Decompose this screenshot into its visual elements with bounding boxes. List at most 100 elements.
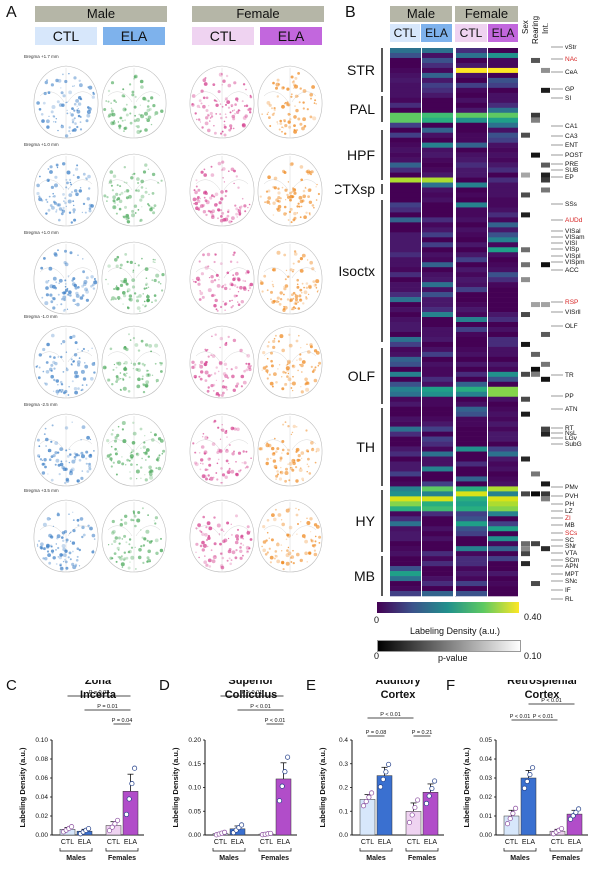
region-label-ctxsp: CTXsp: [335, 181, 375, 197]
heatmap-cell: [455, 82, 487, 89]
heatmap-cell: [422, 506, 453, 512]
heatmap-cell: [455, 147, 487, 153]
heatmap-cell: [455, 152, 487, 158]
brain-slice: [257, 499, 323, 573]
subregion-label: SI: [565, 95, 571, 102]
heatmap-cell: [390, 561, 421, 567]
subregion-label: VISp: [565, 246, 579, 253]
chart-title: Auditory: [375, 680, 421, 687]
heatmap-cell: [390, 112, 421, 119]
heatmap-cell: [455, 406, 487, 412]
brain-slice: [189, 413, 255, 487]
heatmap-cell: [488, 212, 518, 218]
heatmap-cell: [455, 192, 487, 198]
heatmap-cell: [390, 48, 421, 54]
heatmap-cell: [422, 82, 453, 89]
panel-b-group-male-ctl: CTL: [390, 24, 420, 44]
heatmap-cell: [390, 471, 421, 477]
y-tick-label: 0.10: [35, 737, 48, 744]
heatmap-cell: [390, 102, 421, 109]
heatmap-cell: [488, 431, 518, 437]
heatmap-cell: [488, 237, 518, 243]
subregion-label: PH: [565, 501, 574, 508]
chart-title: Colliculus: [225, 689, 278, 701]
data-point: [386, 761, 392, 767]
heatmap-cell: [422, 77, 453, 84]
heatmap-cell: [422, 242, 453, 248]
heatmap-cell: [455, 87, 487, 94]
heatmap-cell: [455, 516, 487, 522]
p-value-label: P = 0.21: [412, 730, 433, 736]
heatmap-cell: [488, 52, 518, 59]
chart-letter: D: [159, 680, 170, 694]
p-value-label: P < 0.01: [250, 704, 271, 710]
heatmap-cell: [390, 117, 421, 124]
heatmap-cell: [455, 232, 487, 238]
y-tick-label: 0.20: [188, 737, 201, 744]
heatmap-cell: [488, 207, 518, 213]
heatmap-cell: [488, 282, 518, 288]
heatmap-cell: [390, 346, 421, 353]
colorbar-min: 0: [374, 615, 380, 625]
heatmap-cell: [488, 581, 518, 587]
heatmap-cell: [390, 57, 421, 64]
heatmap-cell: [390, 506, 421, 512]
heatmap-cell: [455, 446, 487, 452]
heatmap-cell: [455, 72, 487, 79]
bregma-label: Bregma +1.0 mm: [24, 230, 59, 235]
y-tick-label: 0.00: [35, 832, 48, 839]
heatmap-cell: [422, 501, 453, 507]
heatmap-cell: [488, 192, 518, 198]
heatmap-cell: [422, 556, 453, 562]
heatmap-cell: [422, 411, 453, 417]
heatmap-cell: [455, 67, 487, 74]
panel-a-letter: A: [6, 4, 17, 21]
heatmap-cell: [488, 371, 518, 378]
subregion-label: NAc: [565, 56, 578, 63]
data-point: [109, 824, 115, 830]
subregion-label: VISl: [565, 240, 577, 247]
heatmap-cell: [455, 416, 487, 422]
x-tick-label: CTL: [107, 839, 120, 846]
brain-slice: [101, 413, 167, 487]
brain-slice: [257, 325, 323, 399]
heatmap-cell: [422, 456, 453, 462]
heatmap-cell: [422, 351, 453, 358]
panel-a-group-male-ctl: CTL: [35, 27, 97, 47]
y-tick-label: 0.02: [479, 794, 492, 801]
y-tick-label: 0.2: [339, 785, 348, 792]
heatmap-cell: [455, 331, 487, 338]
x-tick-label: CTL: [260, 839, 273, 846]
p-value-label: P = 0.08: [366, 730, 387, 736]
heatmap-cell: [422, 87, 453, 94]
chart-F: F Retrosplenial Cortex 0.00 0.01 0.02 0.03 0.04…: [446, 680, 588, 862]
brain-slice: [33, 325, 99, 399]
heatmap-cell: [390, 62, 421, 69]
heatmap-cell: [422, 187, 453, 193]
heatmap-cell: [455, 451, 487, 457]
chart-letter: C: [6, 680, 17, 694]
heatmap-cell: [390, 107, 421, 114]
heatmap-cell: [390, 217, 421, 223]
subregion-label: LGv: [565, 435, 578, 442]
heatmap-cell: [390, 237, 421, 243]
heatmap-cell: [455, 227, 487, 233]
heatmap-cell: [390, 167, 421, 173]
heatmap-cell: [488, 297, 518, 303]
heatmap-cell: [455, 182, 487, 188]
data-point: [409, 812, 415, 818]
subregion-label: OLF: [565, 323, 578, 330]
heatmap-cell: [488, 356, 518, 363]
x-tick-label: CTL: [61, 839, 74, 846]
heatmap-cell: [422, 227, 453, 233]
heatmap-cell: [390, 466, 421, 472]
heatmap-cell: [422, 257, 453, 263]
heatmap-cell: [390, 591, 421, 597]
heatmap-cell: [455, 396, 487, 403]
subregion-label: VISam: [565, 234, 585, 241]
data-point: [276, 798, 283, 804]
heatmap-cell: [488, 526, 518, 532]
brain-slice: [189, 325, 255, 399]
heatmap-cell: [488, 317, 518, 323]
heatmap-cell: [422, 312, 453, 318]
